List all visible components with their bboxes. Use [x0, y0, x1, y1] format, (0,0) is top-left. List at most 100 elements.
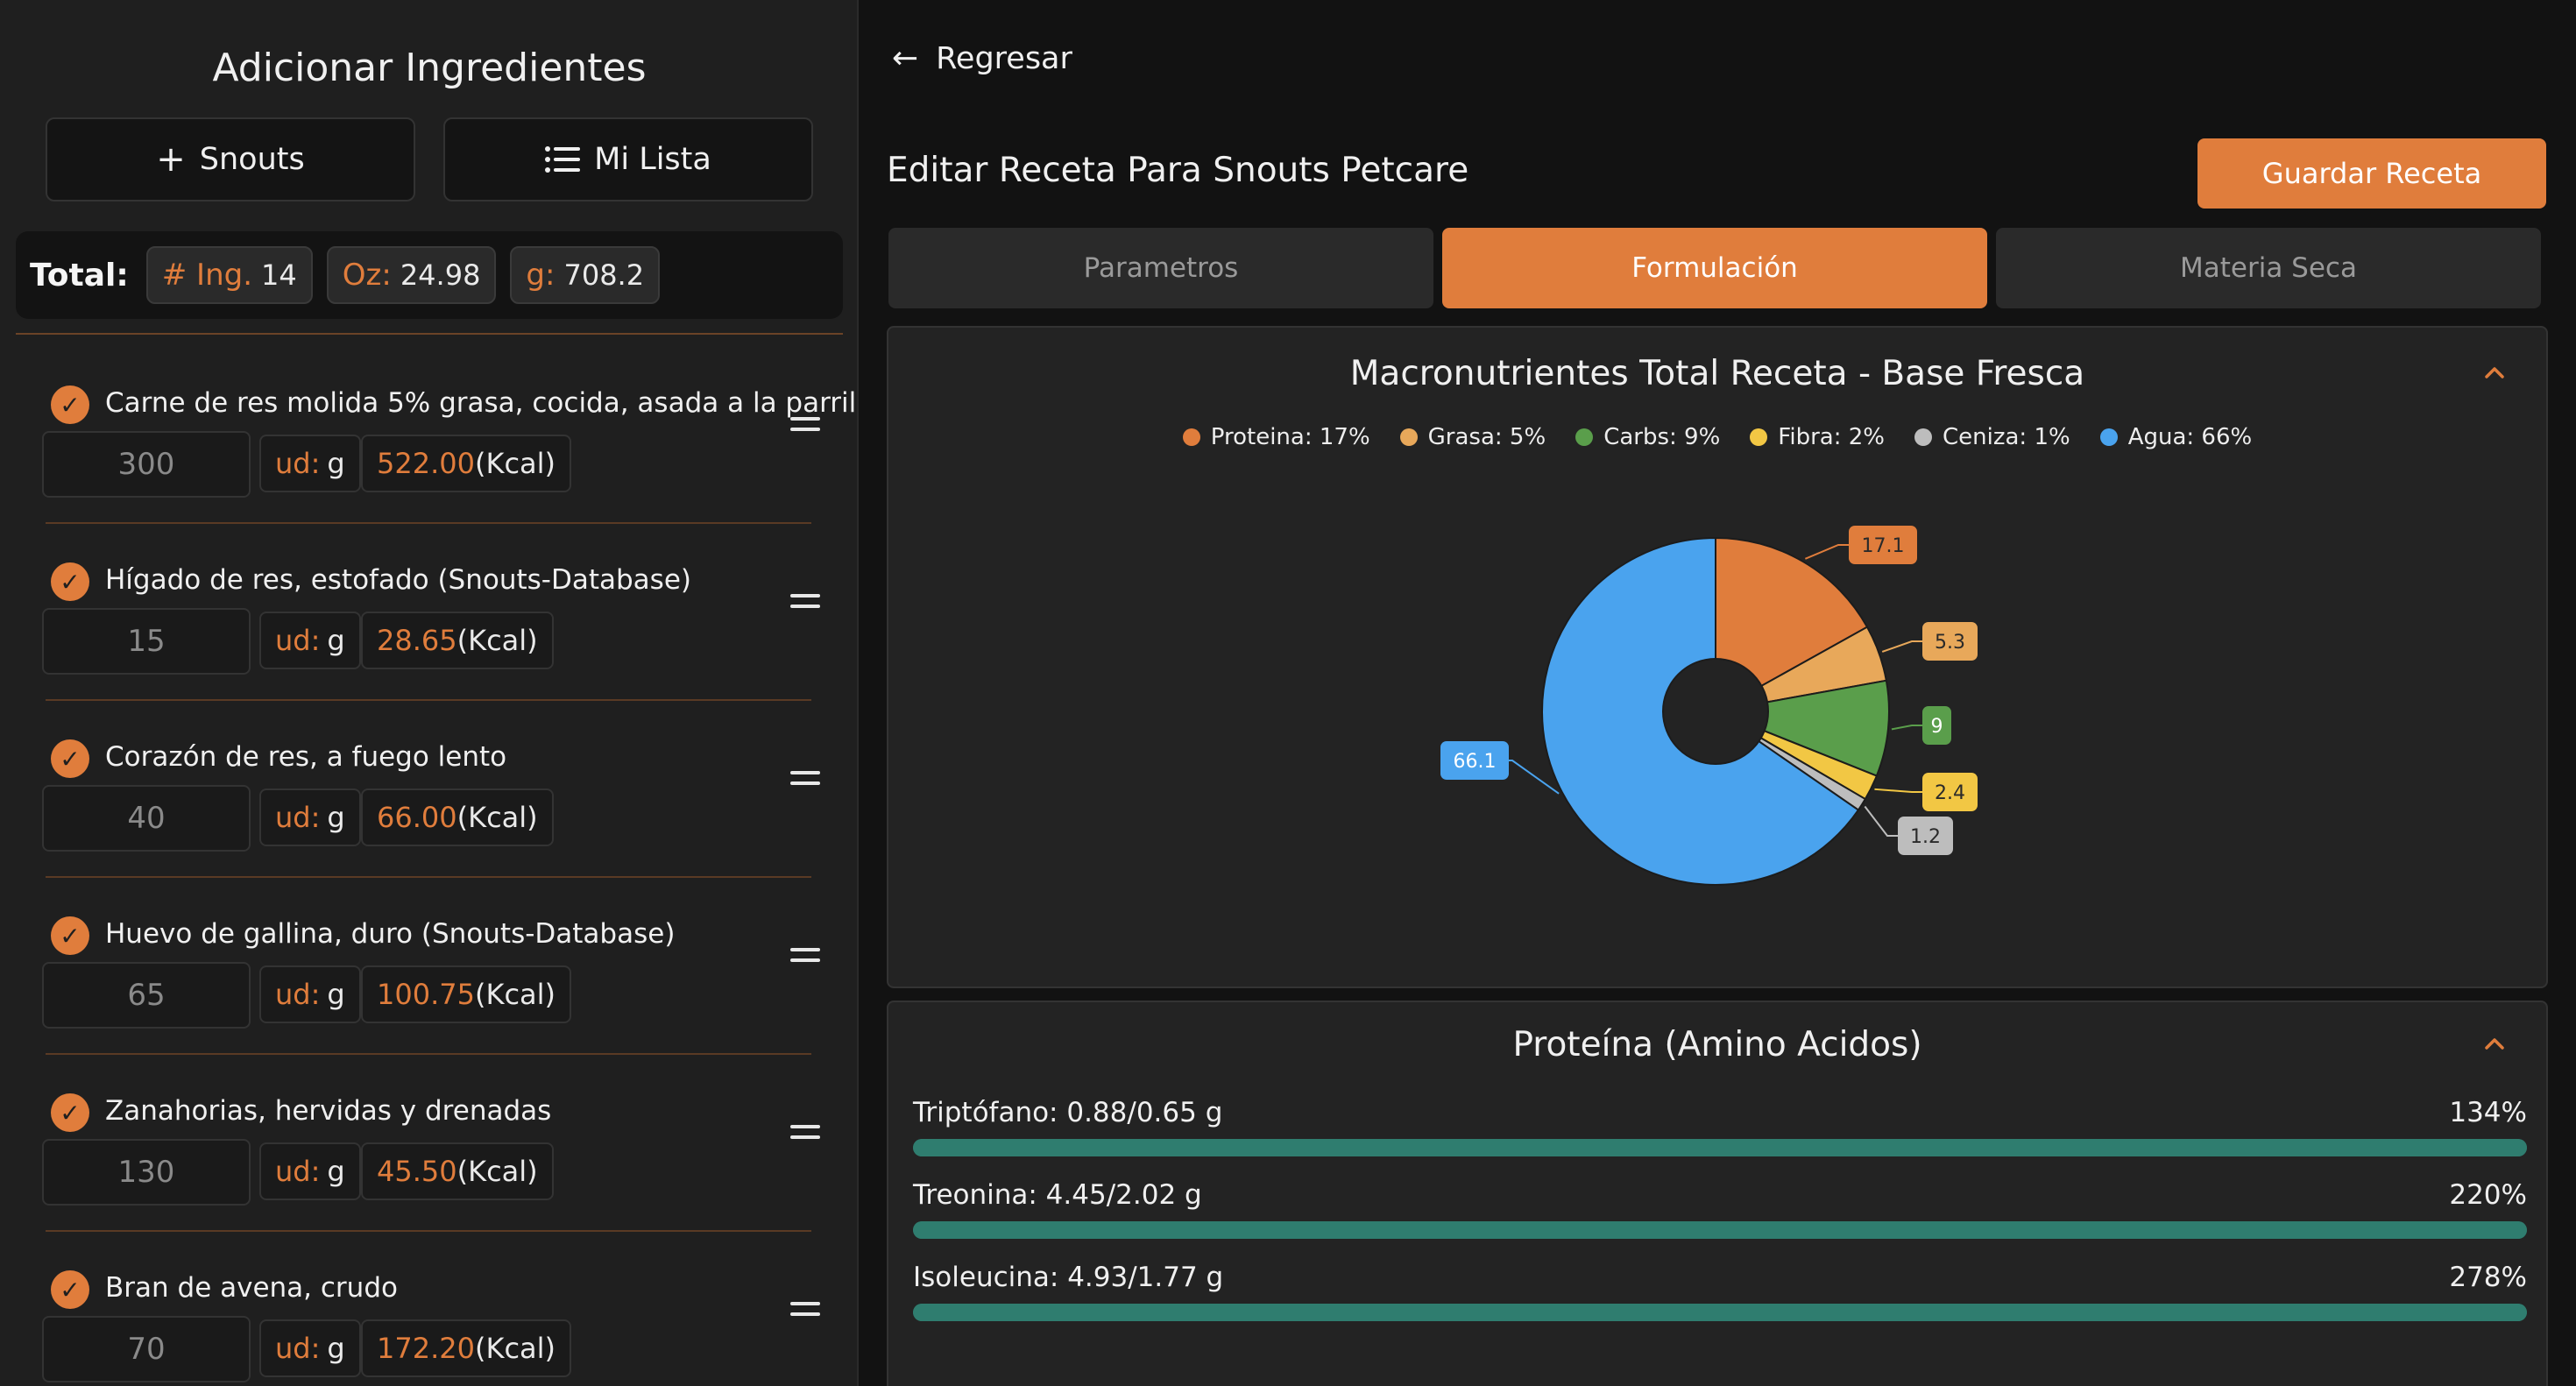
legend-dot: [1182, 428, 1200, 446]
arrow-left-icon: ←: [892, 40, 919, 76]
legend-dot: [1575, 428, 1594, 446]
slice-label-box: [1922, 706, 1951, 745]
drag-handle-icon[interactable]: [790, 771, 820, 792]
legend-dot: [2099, 428, 2118, 446]
totals-label: Total:: [30, 257, 129, 293]
slice-leader-line: [1509, 760, 1560, 795]
unit-chip[interactable]: ud: g: [259, 1142, 361, 1200]
legend-item[interactable]: Grasa: 5%: [1399, 424, 1546, 450]
slice-leader-line: [1874, 788, 1922, 793]
my-list-button[interactable]: Mi Lista: [443, 117, 813, 202]
legend-label: Fibra: 2%: [1778, 424, 1885, 450]
quantity-input[interactable]: 65: [42, 962, 251, 1029]
quantity-input[interactable]: 40: [42, 785, 251, 852]
slice-label-box: [1922, 773, 1978, 811]
kcal-chip: 66.00 (Kcal): [361, 788, 554, 846]
legend-item[interactable]: Agua: 66%: [2099, 424, 2253, 450]
unit-chip[interactable]: ud: g: [259, 965, 361, 1023]
ingredient-name: Hígado de res, estofado (Snouts-Database…: [105, 564, 691, 596]
drag-handle-icon[interactable]: [790, 594, 820, 615]
grams-value: 708.2: [563, 258, 645, 292]
kcal-suffix: (Kcal): [456, 624, 538, 657]
ingredient-count-key: # Ing.: [161, 258, 253, 293]
slice-label: 1.2: [1910, 826, 1941, 848]
chevron-up-icon[interactable]: [2483, 1032, 2506, 1055]
unit-chip[interactable]: ud: g: [259, 612, 361, 669]
ingredient-count-chip: # Ing. 14: [145, 246, 313, 304]
slice-label: 17.1: [1862, 535, 1905, 557]
ingredient-row: ✓ Zanahorias, hervidas y drenadas 130 ud: g 4…: [0, 1093, 857, 1270]
ingredient-row: ✓ Bran de avena, crudo 70 ud: g 172.20 (Kcal): [0, 1270, 857, 1386]
kcal-chip: 28.65 (Kcal): [361, 612, 554, 669]
slice-label-box: [1849, 526, 1917, 564]
check-icon[interactable]: ✓: [51, 1093, 89, 1132]
snouts-button[interactable]: + Snouts: [46, 117, 415, 202]
check-icon[interactable]: ✓: [51, 562, 89, 601]
slice-label: 5.3: [1935, 632, 1965, 654]
legend-dot: [1399, 428, 1418, 446]
kcal-value: 172.20: [377, 1332, 475, 1365]
ingredient-name: Huevo de gallina, duro (Snouts-Database): [105, 918, 676, 950]
ingredient-row: ✓ Hígado de res, estofado (Snouts-Databas…: [0, 562, 857, 739]
macronutrients-title: Macronutrientes Total Receta - Base Fres…: [1349, 354, 2085, 393]
legend-label: Agua: 66%: [2127, 424, 2253, 450]
totals-divider: [16, 333, 843, 335]
legend-item[interactable]: Proteina: 17%: [1182, 424, 1370, 450]
tab-formulacion[interactable]: Formulación: [1442, 228, 1987, 308]
back-link[interactable]: ← Regresar: [892, 40, 1072, 76]
legend-dot: [1914, 428, 1932, 446]
amino-acid-percent: 220%: [2449, 1179, 2527, 1211]
unit-key: ud:: [275, 1155, 321, 1188]
unit-key: ud:: [275, 1332, 321, 1365]
ingredient-name: Corazón de res, a fuego lento: [105, 741, 507, 773]
slice-label: 2.4: [1935, 782, 1965, 804]
check-icon[interactable]: ✓: [51, 1270, 89, 1309]
unit-chip[interactable]: ud: g: [259, 435, 361, 492]
amino-acid-progress-fill: [913, 1221, 2527, 1239]
check-icon[interactable]: ✓: [51, 916, 89, 955]
check-icon[interactable]: ✓: [51, 739, 89, 778]
pie-slice[interactable]: [1715, 536, 1869, 713]
quantity-input[interactable]: 15: [42, 608, 251, 675]
unit-chip[interactable]: ud: g: [259, 788, 361, 846]
ingredient-name: Zanahorias, hervidas y drenadas: [105, 1095, 552, 1127]
legend-item[interactable]: Fibra: 2%: [1750, 424, 1885, 450]
tab-materia-seca[interactable]: Materia Seca: [1996, 228, 2541, 308]
drag-handle-icon[interactable]: [790, 417, 820, 438]
drag-handle-icon[interactable]: [790, 948, 820, 969]
kcal-chip: 172.20 (Kcal): [361, 1319, 572, 1377]
legend-label: Carbs: 9%: [1603, 424, 1721, 450]
amino-acid-row: Isoleucina: 4.93/1.77 g 278%: [913, 1262, 2527, 1344]
kcal-suffix: (Kcal): [474, 1332, 556, 1365]
legend-label: Proteina: 17%: [1210, 424, 1370, 450]
unit-value: g: [327, 978, 345, 1011]
recipe-editor: ← Regresar Editar Receta Para Snouts Pet…: [860, 0, 2576, 1386]
plus-icon: +: [156, 139, 186, 180]
ingredient-count-value: 14: [261, 258, 297, 292]
kcal-suffix: (Kcal): [474, 978, 556, 1011]
quantity-input[interactable]: 300: [42, 431, 251, 498]
save-recipe-button[interactable]: Guardar Receta: [2197, 138, 2546, 209]
tab-parametros[interactable]: Parametros: [888, 228, 1433, 308]
chart-legend: Proteina: 17% Grasa: 5% Carbs: 9% Fibra: 2%…: [888, 424, 2546, 450]
macronutrients-donut-chart: 17.1 5.3 9 2.4 1.2 66.1: [1440, 526, 1978, 886]
amino-acid-label: Isoleucina: 4.93/1.77 g: [913, 1262, 1224, 1293]
page-title: Editar Receta Para Snouts Petcare: [887, 151, 1469, 190]
quantity-input[interactable]: 130: [42, 1139, 251, 1206]
drag-handle-icon[interactable]: [790, 1125, 820, 1146]
legend-item[interactable]: Carbs: 9%: [1575, 424, 1720, 450]
amino-acid-row: Treonina: 4.45/2.02 g 220%: [913, 1179, 2527, 1262]
totals-bar: Total: # Ing. 14 Oz: 24.98 g: 708.2: [16, 231, 843, 319]
tab-bar: Parametros Formulación Materia Seca: [888, 228, 2546, 308]
chevron-up-icon[interactable]: [2483, 361, 2506, 384]
amino-acid-progress-bar: [913, 1139, 2527, 1156]
ingredient-divider: [46, 699, 811, 701]
slice-label-box: [1922, 622, 1978, 661]
unit-chip[interactable]: ud: g: [259, 1319, 361, 1377]
drag-handle-icon[interactable]: [790, 1302, 820, 1323]
legend-item[interactable]: Ceniza: 1%: [1914, 424, 2070, 450]
kcal-suffix: (Kcal): [456, 801, 538, 834]
check-icon[interactable]: ✓: [51, 385, 89, 424]
quantity-input[interactable]: 70: [42, 1316, 251, 1382]
